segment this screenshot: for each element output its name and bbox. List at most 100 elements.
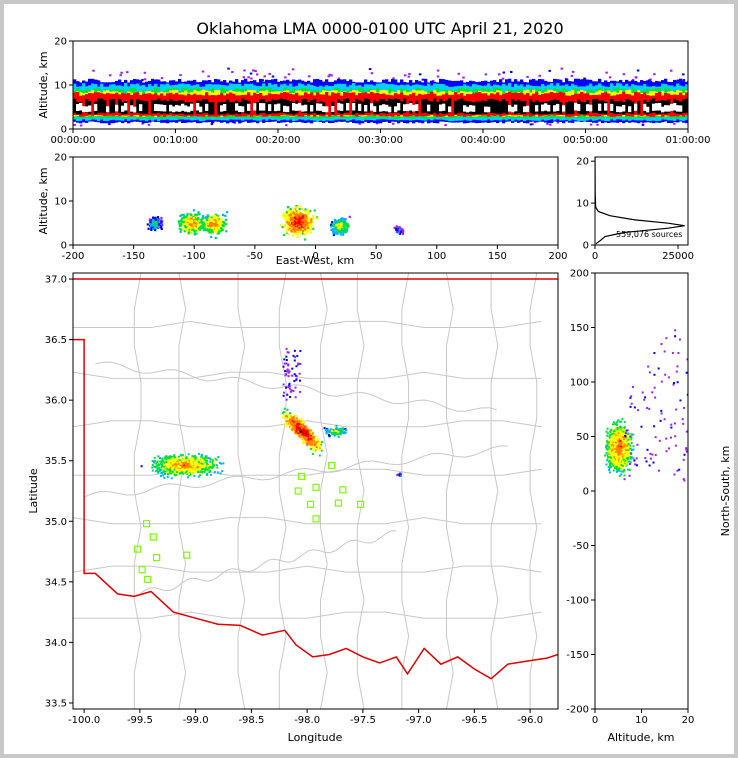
density-cell xyxy=(403,74,407,77)
density-cell xyxy=(302,425,305,428)
density-cell xyxy=(186,223,189,226)
density-cell xyxy=(299,216,302,220)
density-cell xyxy=(304,232,307,235)
density-cell xyxy=(292,213,295,217)
density-cell xyxy=(185,215,188,218)
river-line xyxy=(95,361,497,412)
density-cell xyxy=(531,123,534,126)
density-cell xyxy=(294,432,297,435)
density-cell xyxy=(165,470,168,473)
density-cell xyxy=(291,416,294,419)
density-cell xyxy=(345,229,348,232)
density-cell xyxy=(526,105,530,112)
state-border xyxy=(73,338,558,680)
density-cell xyxy=(343,99,347,114)
density-cell xyxy=(333,230,336,233)
density-cell xyxy=(195,232,198,235)
density-cell xyxy=(175,458,178,461)
density-cell xyxy=(288,223,292,226)
density-cell xyxy=(196,468,199,471)
density-cell xyxy=(162,467,165,470)
density-cell xyxy=(376,101,380,115)
density-cell xyxy=(444,124,447,127)
density-cell xyxy=(304,208,307,211)
density-cell xyxy=(640,94,644,116)
density-cell xyxy=(301,215,304,218)
density-cell xyxy=(478,101,482,115)
density-cell xyxy=(345,224,348,227)
density-cell xyxy=(203,460,206,463)
density-cell xyxy=(178,224,182,227)
density-cell xyxy=(310,220,313,223)
density-cell xyxy=(418,93,422,116)
x-tick-label: 50 xyxy=(370,251,383,262)
density-cell xyxy=(100,98,104,113)
density-cell xyxy=(206,465,209,468)
density-cell xyxy=(118,98,122,113)
density-cell xyxy=(210,235,213,239)
density-cell xyxy=(198,221,202,224)
density-cell xyxy=(191,461,194,464)
density-cell xyxy=(305,217,308,220)
density-cell xyxy=(178,105,182,112)
density-cell xyxy=(318,444,321,447)
density-cell xyxy=(193,471,196,474)
density-cell xyxy=(286,408,289,411)
density-cell xyxy=(162,474,165,477)
density-cell xyxy=(195,464,198,467)
density-cell xyxy=(562,105,566,112)
density-cell xyxy=(211,101,215,115)
density-cell xyxy=(436,69,440,72)
density-cell xyxy=(184,469,187,472)
density-cell xyxy=(184,472,187,475)
density-cell xyxy=(214,224,217,227)
density-cell xyxy=(370,72,374,75)
density-cell xyxy=(303,233,306,236)
density-cell xyxy=(451,94,455,117)
density-cell xyxy=(193,467,196,470)
density-cell xyxy=(171,461,174,464)
density-cell xyxy=(151,464,154,467)
density-cell xyxy=(189,465,192,468)
density-cell xyxy=(211,461,214,464)
density-cell xyxy=(115,104,119,112)
density-cell xyxy=(184,466,187,469)
density-cell xyxy=(291,234,294,237)
x-tick-label: 150 xyxy=(488,251,507,262)
density-cell xyxy=(295,417,298,420)
density-cell xyxy=(156,460,159,463)
density-cell xyxy=(202,226,205,229)
density-cell xyxy=(213,216,216,219)
altitude-profile-line xyxy=(595,157,685,245)
county-line xyxy=(73,371,542,379)
density-cell xyxy=(218,222,221,225)
density-cell xyxy=(287,73,291,76)
density-cell xyxy=(158,466,161,469)
density-cell xyxy=(244,99,248,114)
density-cell xyxy=(159,457,162,460)
density-cell xyxy=(178,227,181,230)
density-cell xyxy=(277,103,281,111)
density-cell xyxy=(361,101,365,115)
density-cell xyxy=(296,216,299,219)
density-cell xyxy=(336,228,339,232)
density-cell xyxy=(160,460,163,463)
density-cell xyxy=(218,224,221,227)
density-cell xyxy=(91,93,95,116)
density-cell xyxy=(523,106,527,113)
density-cell xyxy=(159,468,162,471)
density-cell xyxy=(205,455,208,458)
density-cell xyxy=(339,220,342,223)
density-cell xyxy=(327,75,330,78)
density-cell xyxy=(209,231,212,234)
density-cell xyxy=(200,225,204,228)
density-cell xyxy=(121,105,125,112)
x-tick-label: 0 xyxy=(312,251,318,262)
density-cell xyxy=(189,462,192,465)
density-cell xyxy=(141,122,144,125)
density-cell xyxy=(156,461,159,464)
density-cell xyxy=(325,106,329,113)
density-cell xyxy=(306,220,309,223)
density-cell xyxy=(268,104,272,112)
density-cell xyxy=(155,220,159,223)
